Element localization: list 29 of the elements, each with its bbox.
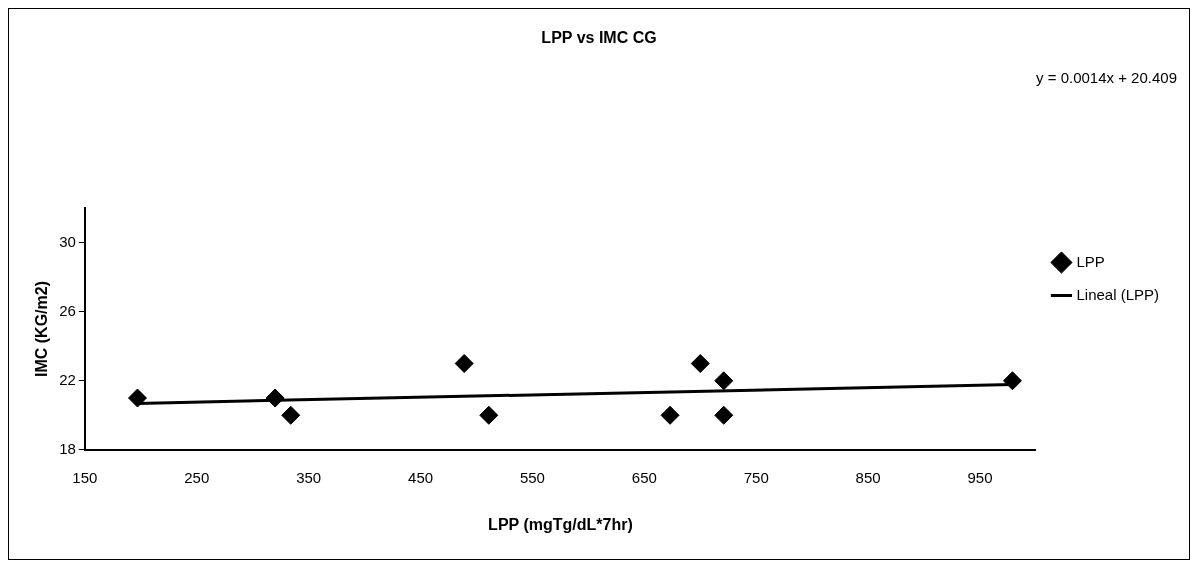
legend-label: LPP — [1076, 252, 1105, 270]
x-tick-label: 250 — [184, 468, 210, 486]
x-tick-label: 550 — [519, 468, 545, 486]
point — [660, 405, 680, 425]
x-tick-label: 650 — [631, 468, 657, 486]
x-tick-label: 950 — [967, 468, 993, 486]
x-tick-label: 150 — [72, 468, 98, 486]
y-tick-label: 30 — [59, 232, 76, 250]
point — [1002, 371, 1022, 391]
x-tick-label: 750 — [743, 468, 769, 486]
x-axis-title: LPP (mgTg/dL*7hr) — [488, 515, 633, 533]
y-axis-title: IMC (KG/m2) — [33, 281, 51, 377]
legend-label: Lineal (LPP) — [1076, 285, 1159, 303]
point — [127, 388, 147, 408]
point — [714, 371, 734, 391]
y-tick-label: 26 — [59, 301, 76, 319]
chart-title: LPP vs IMC CG — [541, 29, 657, 47]
point — [265, 388, 285, 408]
point — [690, 354, 710, 374]
point — [281, 405, 301, 425]
y-tick-label: 22 — [59, 370, 76, 388]
point — [714, 405, 734, 425]
point — [479, 405, 499, 425]
x-tick-label: 850 — [855, 468, 881, 486]
x-tick-label: 350 — [296, 468, 322, 486]
x-tick-label: 450 — [408, 468, 434, 486]
y-tick-label: 18 — [59, 439, 76, 457]
text: y = 0.0014x + 20.409 — [1036, 68, 1177, 86]
point — [454, 354, 474, 374]
